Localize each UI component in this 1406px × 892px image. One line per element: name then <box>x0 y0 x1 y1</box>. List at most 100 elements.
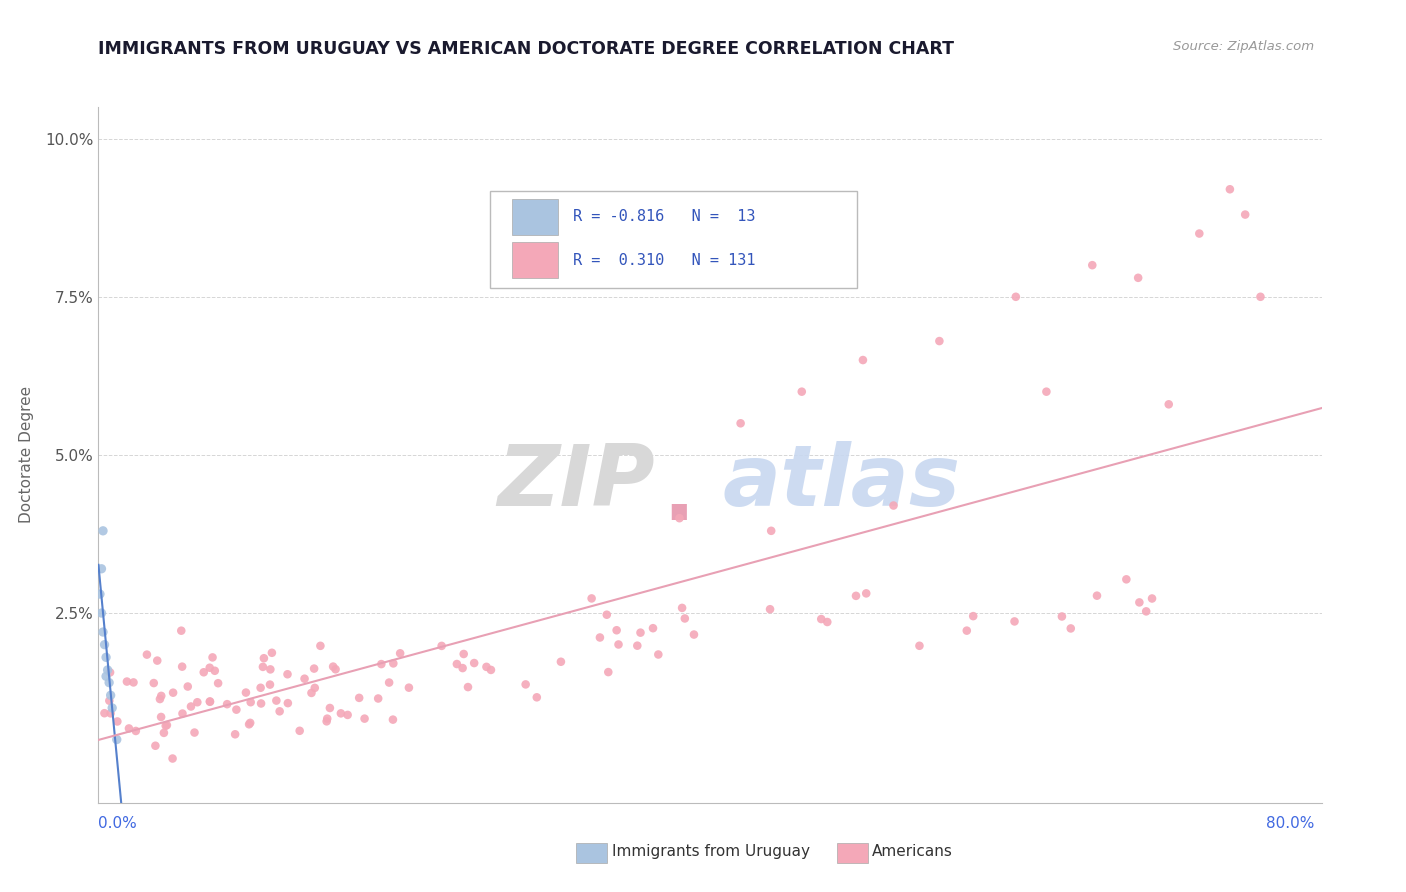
Point <box>91 524 114 538</box>
Point <box>276 667 298 681</box>
Point <box>207 676 229 690</box>
Point <box>908 639 931 653</box>
Point <box>883 499 905 513</box>
Point <box>451 661 474 675</box>
Point <box>1050 609 1073 624</box>
Point <box>1135 604 1157 618</box>
Point <box>266 693 288 707</box>
Point <box>115 674 138 689</box>
Point <box>1140 591 1163 606</box>
Point <box>852 353 875 368</box>
Point <box>378 675 401 690</box>
Point <box>162 686 184 700</box>
Point <box>170 624 193 638</box>
Point <box>156 718 179 732</box>
Point <box>641 621 664 635</box>
Point <box>730 417 752 431</box>
Point <box>382 657 405 671</box>
Point <box>319 701 342 715</box>
Point <box>224 727 246 741</box>
Point <box>1249 290 1271 304</box>
Point <box>790 384 813 399</box>
Point <box>186 695 208 709</box>
Point <box>1004 615 1026 629</box>
Point <box>97 663 120 677</box>
Point <box>381 713 404 727</box>
Point <box>250 697 273 711</box>
Point <box>288 723 311 738</box>
Text: R =  0.310   N = 131: R = 0.310 N = 131 <box>574 252 755 268</box>
Point <box>183 725 205 739</box>
Point <box>198 695 221 709</box>
Point <box>252 660 274 674</box>
Point <box>673 611 696 625</box>
Point <box>1115 572 1137 586</box>
Point <box>1188 227 1211 241</box>
Point <box>294 672 316 686</box>
Point <box>607 638 630 652</box>
Point <box>125 723 148 738</box>
Point <box>475 660 498 674</box>
Point <box>239 715 262 730</box>
Point <box>353 712 375 726</box>
Point <box>463 656 485 670</box>
Point <box>260 646 283 660</box>
Point <box>177 680 200 694</box>
Point <box>193 665 215 680</box>
Text: atlas: atlas <box>723 442 960 524</box>
Point <box>367 691 389 706</box>
Point <box>217 697 239 711</box>
Point <box>238 717 260 731</box>
Point <box>101 701 124 715</box>
Point <box>347 690 370 705</box>
Point <box>155 719 177 733</box>
Point <box>336 707 359 722</box>
Point <box>322 659 344 673</box>
Point <box>118 722 141 736</box>
Bar <box>512 199 558 235</box>
Point <box>225 703 247 717</box>
Point <box>90 562 112 576</box>
Point <box>1219 182 1241 196</box>
Text: 0.0%: 0.0% <box>98 816 138 831</box>
Point <box>810 612 832 626</box>
Text: R = -0.816   N =  13: R = -0.816 N = 13 <box>574 210 755 225</box>
Point <box>855 586 877 600</box>
Point <box>598 665 620 679</box>
Point <box>98 694 121 708</box>
Point <box>89 587 111 601</box>
Point <box>1035 384 1057 399</box>
Point <box>94 669 117 683</box>
Point <box>235 685 257 699</box>
Point <box>1128 270 1150 285</box>
Point <box>370 657 392 671</box>
Point <box>1060 622 1083 636</box>
Point <box>596 607 619 622</box>
Point <box>550 655 572 669</box>
Point <box>626 639 648 653</box>
Point <box>304 681 326 695</box>
Point <box>956 624 979 638</box>
Point <box>259 677 281 691</box>
Text: 80.0%: 80.0% <box>1267 816 1315 831</box>
Point <box>301 686 323 700</box>
Point <box>430 639 453 653</box>
Point <box>815 615 838 629</box>
Point <box>1157 397 1180 411</box>
Point <box>249 681 271 695</box>
Point <box>325 662 347 676</box>
Point <box>1085 589 1108 603</box>
Point <box>457 680 479 694</box>
Point <box>259 662 281 676</box>
Point <box>962 609 984 624</box>
Point <box>135 648 157 662</box>
Point <box>100 706 122 721</box>
Point <box>315 714 337 729</box>
Point <box>446 657 468 671</box>
Point <box>1128 595 1150 609</box>
Point <box>329 706 352 721</box>
Point <box>94 650 117 665</box>
Point <box>150 710 173 724</box>
Point <box>198 661 221 675</box>
Point <box>98 665 121 680</box>
